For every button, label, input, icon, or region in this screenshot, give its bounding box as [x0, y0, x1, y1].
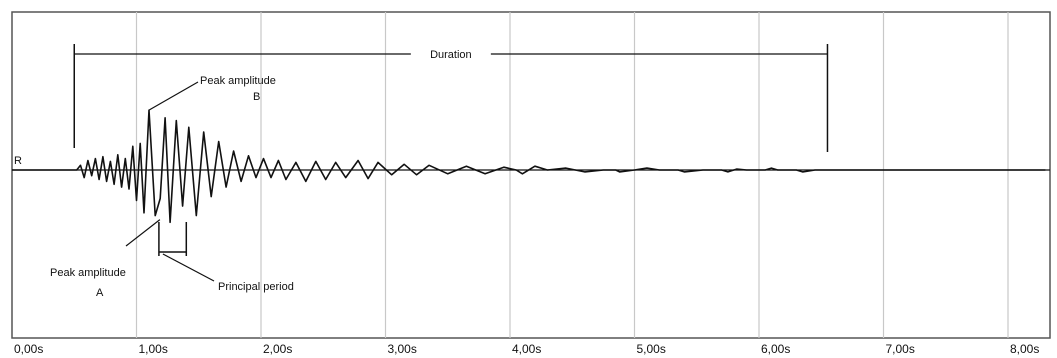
x-tick-label: 8,00s: [1010, 342, 1039, 356]
peak-b-annotation: Peak amplitude B: [148, 75, 276, 111]
principal-period-leader: [162, 253, 215, 282]
peak-b-letter: B: [253, 91, 260, 103]
peak-b-label: Peak amplitude: [200, 75, 276, 87]
x-tick-label: 0,00s: [14, 342, 43, 356]
peak-a-annotation: Peak amplitude A: [50, 219, 161, 299]
peak-a-letter: A: [96, 287, 104, 299]
duration-label: Duration: [430, 49, 472, 61]
peak-a-leader-line: [125, 219, 161, 247]
waveform-series: [12, 109, 1046, 224]
x-tick-label: 2,00s: [263, 342, 292, 356]
peak-a-label: Peak amplitude: [50, 267, 126, 279]
x-tick-label: 6,00s: [761, 342, 790, 356]
x-tick-label: 4,00s: [512, 342, 541, 356]
plot-frame: [11, 11, 1051, 339]
x-tick-label: 3,00s: [388, 342, 417, 356]
peak-b-leader-line: [148, 81, 199, 111]
duration-annotation: Duration: [73, 44, 829, 152]
x-tick-label: 5,00s: [637, 342, 666, 356]
x-tick-label: 7,00s: [886, 342, 915, 356]
x-tick-labels: 0,00s 1,00s 2,00s 3,00s 4,00s 5,00s 6,00s 7,00s…: [14, 342, 1039, 356]
x-tick-label: 1,00s: [139, 342, 168, 356]
principal-period-annotation: Principal period: [158, 222, 294, 293]
grid: [135, 12, 1009, 338]
principal-period-label: Principal period: [218, 281, 294, 293]
series-label: R: [14, 155, 22, 167]
